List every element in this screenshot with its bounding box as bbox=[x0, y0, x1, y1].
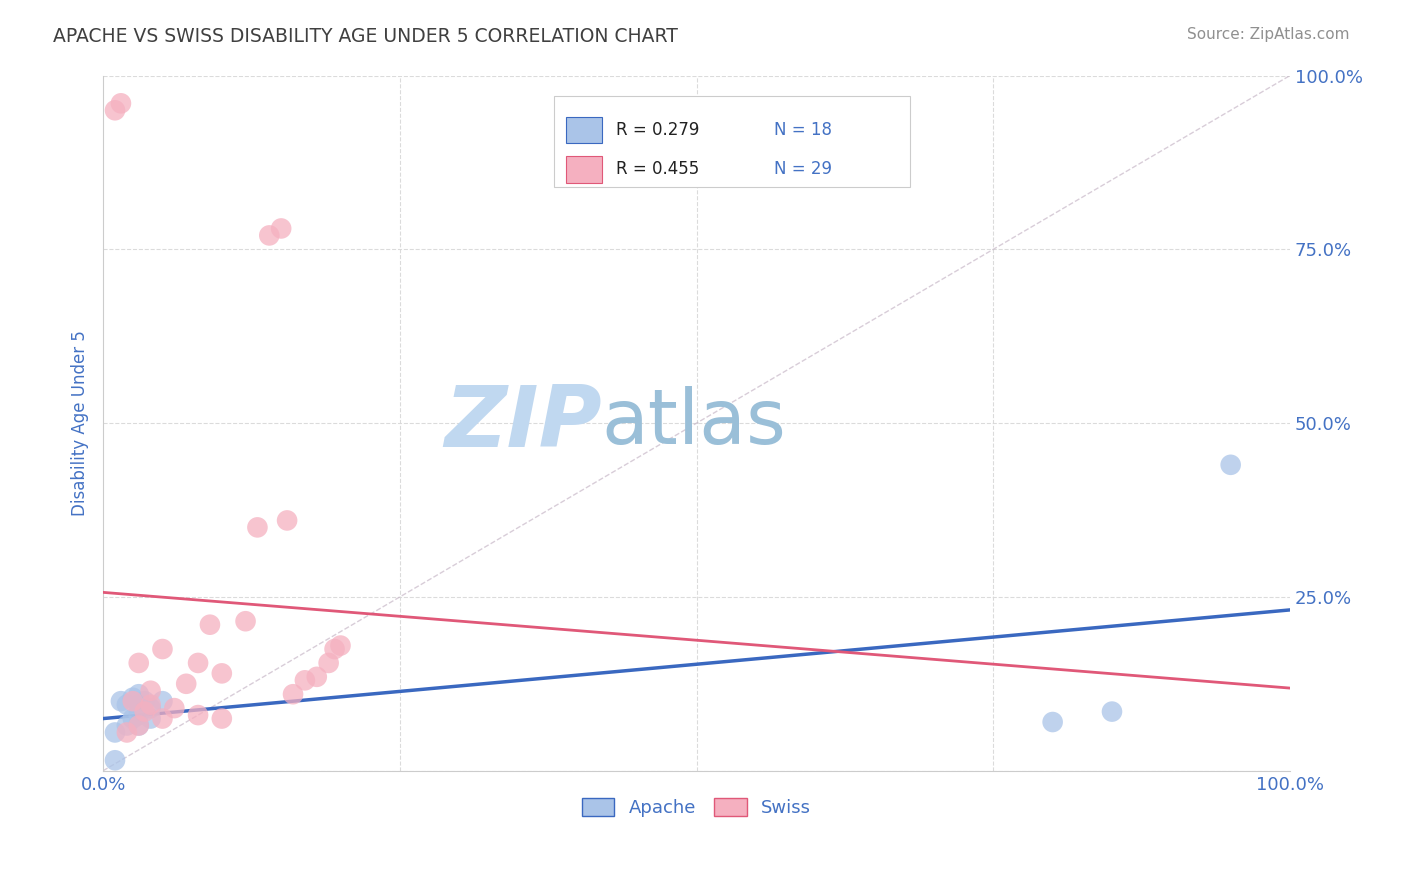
Point bbox=[211, 666, 233, 681]
Point bbox=[128, 718, 150, 732]
Point bbox=[187, 708, 209, 723]
Point bbox=[104, 103, 127, 118]
Point bbox=[121, 712, 143, 726]
Point bbox=[139, 712, 162, 726]
Point bbox=[128, 718, 150, 732]
Point bbox=[198, 617, 221, 632]
Point bbox=[259, 228, 281, 243]
Point bbox=[134, 694, 156, 708]
Text: Source: ZipAtlas.com: Source: ZipAtlas.com bbox=[1187, 27, 1350, 42]
Point bbox=[110, 96, 132, 111]
Text: ZIP: ZIP bbox=[444, 382, 602, 465]
Text: R = 0.279: R = 0.279 bbox=[616, 120, 699, 139]
Point bbox=[128, 698, 150, 712]
Point bbox=[104, 753, 127, 767]
FancyBboxPatch shape bbox=[567, 156, 602, 183]
Point bbox=[152, 712, 174, 726]
Point bbox=[139, 698, 162, 712]
Text: N = 18: N = 18 bbox=[773, 120, 832, 139]
Point bbox=[187, 656, 209, 670]
Point bbox=[329, 639, 352, 653]
Point bbox=[139, 701, 162, 715]
Point bbox=[115, 725, 138, 739]
Text: R = 0.455: R = 0.455 bbox=[616, 161, 699, 178]
Point bbox=[305, 670, 328, 684]
Point bbox=[134, 705, 156, 719]
Point bbox=[323, 642, 346, 657]
Point bbox=[152, 694, 174, 708]
Point bbox=[270, 221, 292, 235]
Point bbox=[211, 712, 233, 726]
Text: N = 29: N = 29 bbox=[773, 161, 832, 178]
Point bbox=[128, 708, 150, 723]
Point bbox=[121, 690, 143, 705]
Point bbox=[115, 698, 138, 712]
Point bbox=[1101, 705, 1123, 719]
Point bbox=[294, 673, 316, 688]
Point bbox=[139, 683, 162, 698]
Point bbox=[121, 694, 143, 708]
Point bbox=[318, 656, 340, 670]
Point bbox=[104, 725, 127, 739]
Point bbox=[174, 677, 197, 691]
Point bbox=[128, 687, 150, 701]
Point bbox=[128, 656, 150, 670]
Point bbox=[163, 701, 186, 715]
Point bbox=[235, 614, 257, 628]
Legend: Apache, Swiss: Apache, Swiss bbox=[575, 790, 818, 824]
Point bbox=[276, 513, 298, 527]
Point bbox=[1042, 714, 1064, 729]
Point bbox=[152, 642, 174, 657]
Point bbox=[281, 687, 304, 701]
Point bbox=[1219, 458, 1241, 472]
FancyBboxPatch shape bbox=[567, 117, 602, 143]
Point bbox=[110, 694, 132, 708]
Text: atlas: atlas bbox=[602, 386, 786, 460]
Y-axis label: Disability Age Under 5: Disability Age Under 5 bbox=[72, 330, 89, 516]
Text: APACHE VS SWISS DISABILITY AGE UNDER 5 CORRELATION CHART: APACHE VS SWISS DISABILITY AGE UNDER 5 C… bbox=[53, 27, 678, 45]
Point bbox=[246, 520, 269, 534]
Point bbox=[115, 718, 138, 732]
FancyBboxPatch shape bbox=[554, 96, 910, 186]
